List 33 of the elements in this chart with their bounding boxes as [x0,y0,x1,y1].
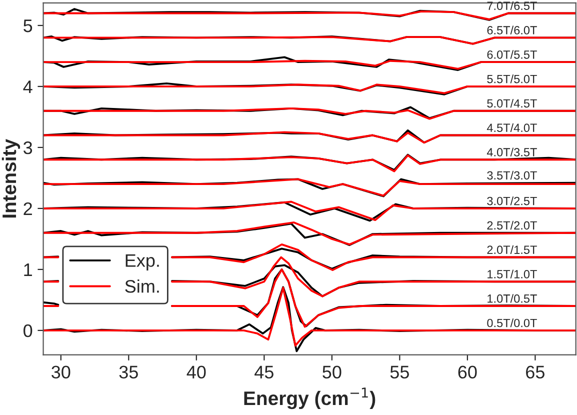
annotation: 4.5T/4.0T [486,123,537,132]
y-tick-label: 3 [24,141,32,154]
y-tick-label: 2 [24,202,32,215]
annotation: 2.5T/2.0T [487,220,537,230]
annotation: 5.5T/5.0T [487,74,537,84]
annotation: 4.0T/3.5T [486,148,537,156]
y-tick-label: 0 [24,324,32,338]
line-series [43,60,576,70]
x-tick-label: 40 [186,366,206,379]
x-tick-label: 55 [390,366,409,379]
annotation: 5.0T/4.5T [487,98,537,108]
x-tick-label: 65 [526,366,544,379]
annotation: 2.0T/1.5T [487,245,537,254]
x-tick-label: 50 [322,366,342,379]
x-axis-title: Energy (cm$^{−1}$) [244,388,376,410]
annotation: 1.0T/0.5T [488,294,537,303]
annotation: 6.5T/6.0T [487,26,537,34]
y-tick-label: 1 [24,264,32,276]
x-tick-label: 45 [254,366,274,379]
annotation: 1.5T/1.0T [488,270,537,278]
annotation: 0.5T/0.0T [487,318,537,328]
y-tick-label: 4 [23,80,32,94]
y-axis-title: Intensity [2,138,20,218]
legend-label: Exp. [126,254,159,270]
annotation: 7.0T/6.5T [487,1,537,10]
x-tick-label: 30 [52,366,70,379]
annotation: 6.0T/5.5T [487,50,537,59]
y-tick-label: 5 [24,20,32,32]
annotation: 3.0T/2.5T [487,196,537,206]
x-tick-label: 60 [458,366,477,379]
x-tick-label: 35 [119,366,138,379]
legend-label: Sim. [125,280,159,293]
annotation: 3.5T/3.0T [487,170,537,180]
